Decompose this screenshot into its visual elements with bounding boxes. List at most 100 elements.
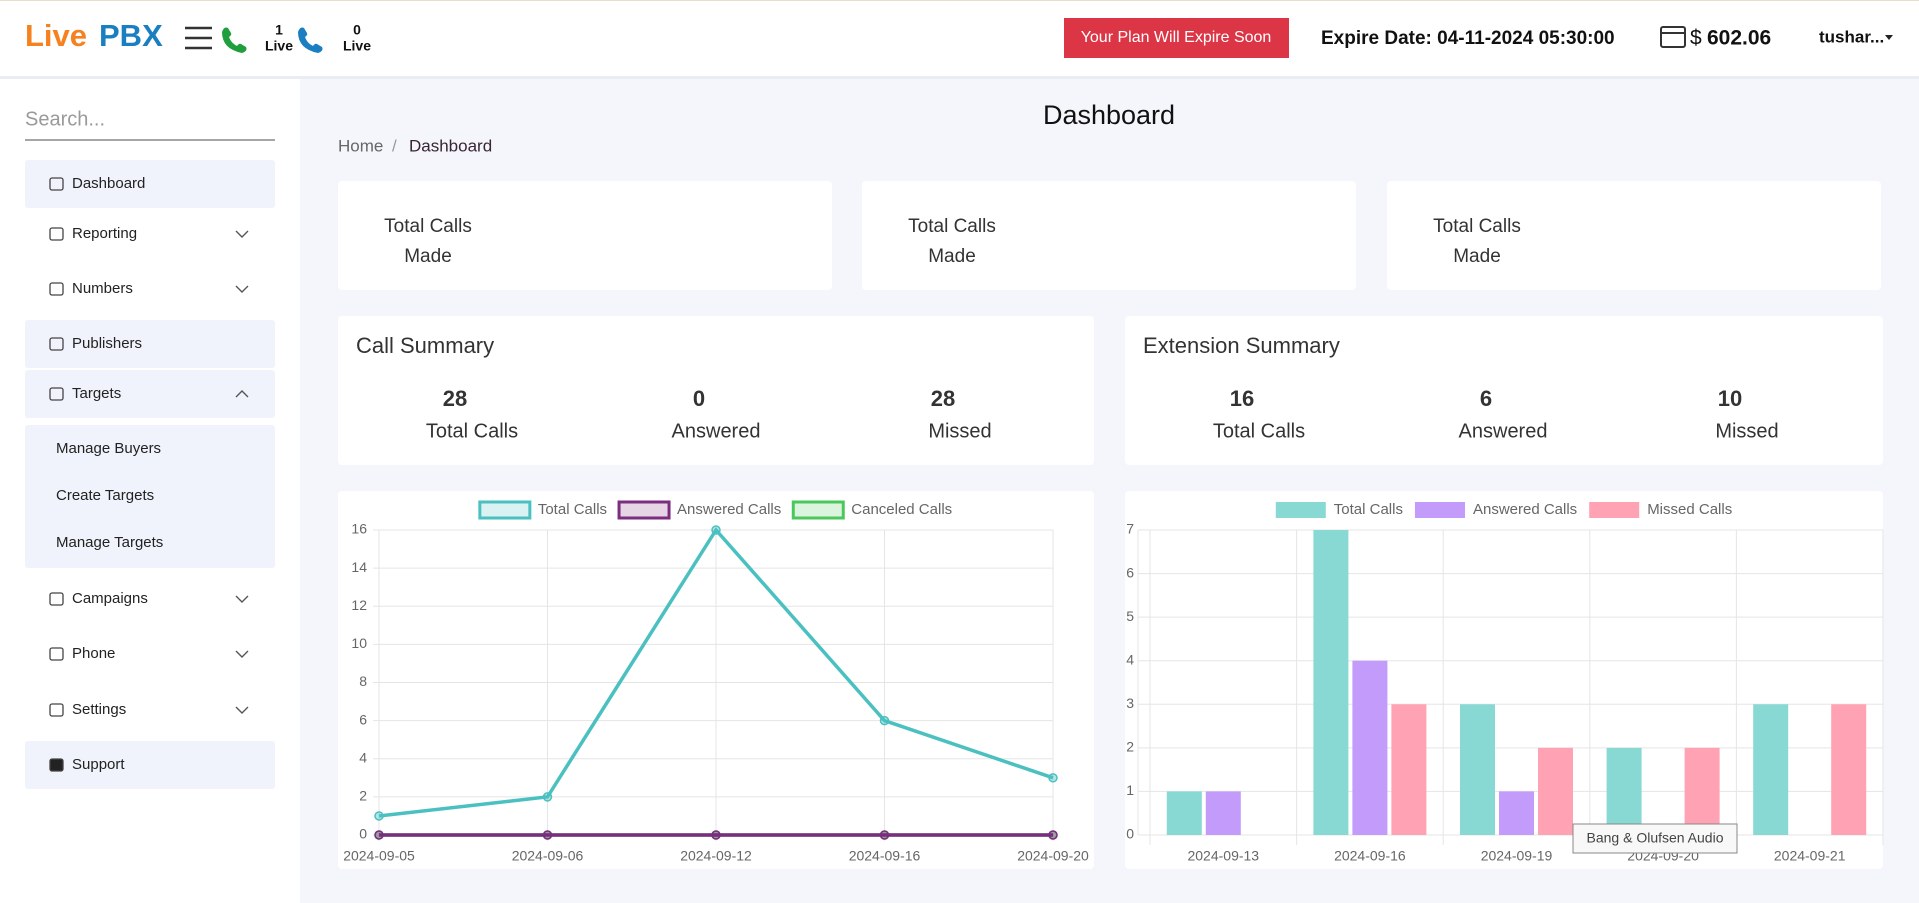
y-tick-label: 10 xyxy=(351,635,367,651)
menu-item-bg[interactable] xyxy=(25,741,275,789)
y-tick-label: 2 xyxy=(359,788,367,804)
menu-item: Settings xyxy=(72,701,126,718)
menu-item-bg[interactable] xyxy=(25,160,275,208)
legend-swatch xyxy=(617,500,671,520)
summary-value: 28 xyxy=(931,386,955,411)
bar xyxy=(1684,747,1720,835)
summary-label: Missed xyxy=(928,420,991,442)
summary-label: Missed xyxy=(1715,420,1778,442)
menu-icon xyxy=(49,282,64,296)
bar xyxy=(1460,704,1495,835)
search-placeholder: Search... xyxy=(25,108,105,130)
legend-label: Answered Calls xyxy=(677,501,781,518)
breadcrumb: Dashboard xyxy=(409,136,492,155)
header xyxy=(0,0,1919,76)
bar xyxy=(1166,791,1202,835)
menu-item-bg[interactable] xyxy=(25,320,275,368)
logo-live: Live xyxy=(25,18,87,53)
stat-card-text: Total Calls xyxy=(908,216,996,237)
legend-label: Answered Calls xyxy=(1473,501,1577,518)
y-tick-label: 1 xyxy=(1126,782,1134,798)
balance: 602.06 xyxy=(1707,27,1771,50)
legend-label: Missed Calls xyxy=(1647,501,1732,518)
chevron xyxy=(235,650,249,658)
x-tick-label: 2024-09-12 xyxy=(680,848,752,864)
summary-title: Call Summary xyxy=(356,333,494,358)
stat-card xyxy=(1387,181,1881,290)
legend-label: Canceled Calls xyxy=(851,501,952,518)
logo-pbx: PBX xyxy=(99,18,163,53)
phone-icon xyxy=(222,27,247,53)
x-tick-label: 2024-09-05 xyxy=(343,848,415,864)
menu-icon xyxy=(49,647,64,661)
breadcrumb-sep: / xyxy=(392,136,397,155)
header-shadow xyxy=(0,76,1919,79)
menu-icon xyxy=(49,592,64,606)
x-tick-label: 2024-09-19 xyxy=(1481,848,1553,864)
plan-alert-button[interactable] xyxy=(1064,18,1289,58)
summary-label: Total Calls xyxy=(1213,420,1305,442)
point xyxy=(711,830,721,840)
menu-item: Publishers xyxy=(72,335,142,352)
x-tick-label: 2024-09-20 xyxy=(1017,848,1089,864)
chevron xyxy=(235,595,249,603)
live-count: 0 xyxy=(353,22,361,38)
y-tick-label: 4 xyxy=(1126,651,1134,667)
bar xyxy=(1391,704,1427,835)
user-menu: tushar... xyxy=(1819,27,1884,46)
bar xyxy=(1606,747,1642,835)
stat-card-text: Total Calls xyxy=(384,216,472,237)
expire-date: Expire Date: 04-11-2024 05:30:00 xyxy=(1321,28,1615,49)
bar xyxy=(1499,791,1534,835)
menu-item: Numbers xyxy=(72,280,133,297)
menu-icon xyxy=(49,177,64,191)
menu-icon xyxy=(49,227,64,241)
phone-icon xyxy=(298,27,323,53)
live-count: 1 xyxy=(275,22,283,38)
caret xyxy=(1885,35,1893,40)
bar xyxy=(1753,704,1789,835)
point xyxy=(542,792,553,802)
legend-swatch xyxy=(791,500,845,520)
stat-card xyxy=(862,181,1356,290)
menu-item: Targets xyxy=(72,385,121,402)
point xyxy=(879,715,890,726)
summary-title: Extension Summary xyxy=(1143,333,1340,358)
bar xyxy=(1538,747,1573,835)
x-tick-label: 2024-09-16 xyxy=(849,848,921,864)
live-label: Live xyxy=(265,38,293,54)
y-tick-label: 2 xyxy=(1126,739,1134,755)
hamburger-icon[interactable] xyxy=(185,26,212,50)
x-tick-label: 2024-09-13 xyxy=(1187,848,1259,864)
bar xyxy=(1831,704,1867,835)
legend-swatch xyxy=(1414,502,1465,518)
menu-item: Reporting xyxy=(72,225,137,242)
y-tick-label: 0 xyxy=(359,826,367,842)
y-tick-label: 14 xyxy=(351,559,367,575)
y-tick-label: 5 xyxy=(1126,608,1134,624)
summary-value: 0 xyxy=(693,386,705,411)
breadcrumb: Home xyxy=(338,136,383,155)
menu-item-bg[interactable] xyxy=(25,370,275,418)
y-tick-label: 3 xyxy=(1126,695,1134,711)
summary-panel xyxy=(1125,316,1883,465)
point xyxy=(1048,830,1058,840)
plan-alert: Your Plan Will Expire Soon xyxy=(1081,29,1272,46)
menu-item: Phone xyxy=(72,645,115,662)
currency: $ xyxy=(1690,27,1702,50)
y-tick-label: 12 xyxy=(351,597,367,613)
submenu-item: Create Targets xyxy=(56,487,154,504)
legend-swatch xyxy=(478,500,532,520)
summary-value: 16 xyxy=(1230,386,1254,411)
chevron xyxy=(235,285,249,293)
menu-item: Campaigns xyxy=(72,590,148,607)
line xyxy=(378,527,1054,818)
y-tick-label: 4 xyxy=(359,749,367,765)
point xyxy=(711,525,721,535)
x-tick-label: 2024-09-16 xyxy=(1334,848,1406,864)
tooltip-box xyxy=(1572,823,1738,854)
submenu-item: Manage Buyers xyxy=(56,440,161,457)
summary-value: 28 xyxy=(443,386,467,411)
x-tick-label: 2024-09-21 xyxy=(1774,848,1846,864)
